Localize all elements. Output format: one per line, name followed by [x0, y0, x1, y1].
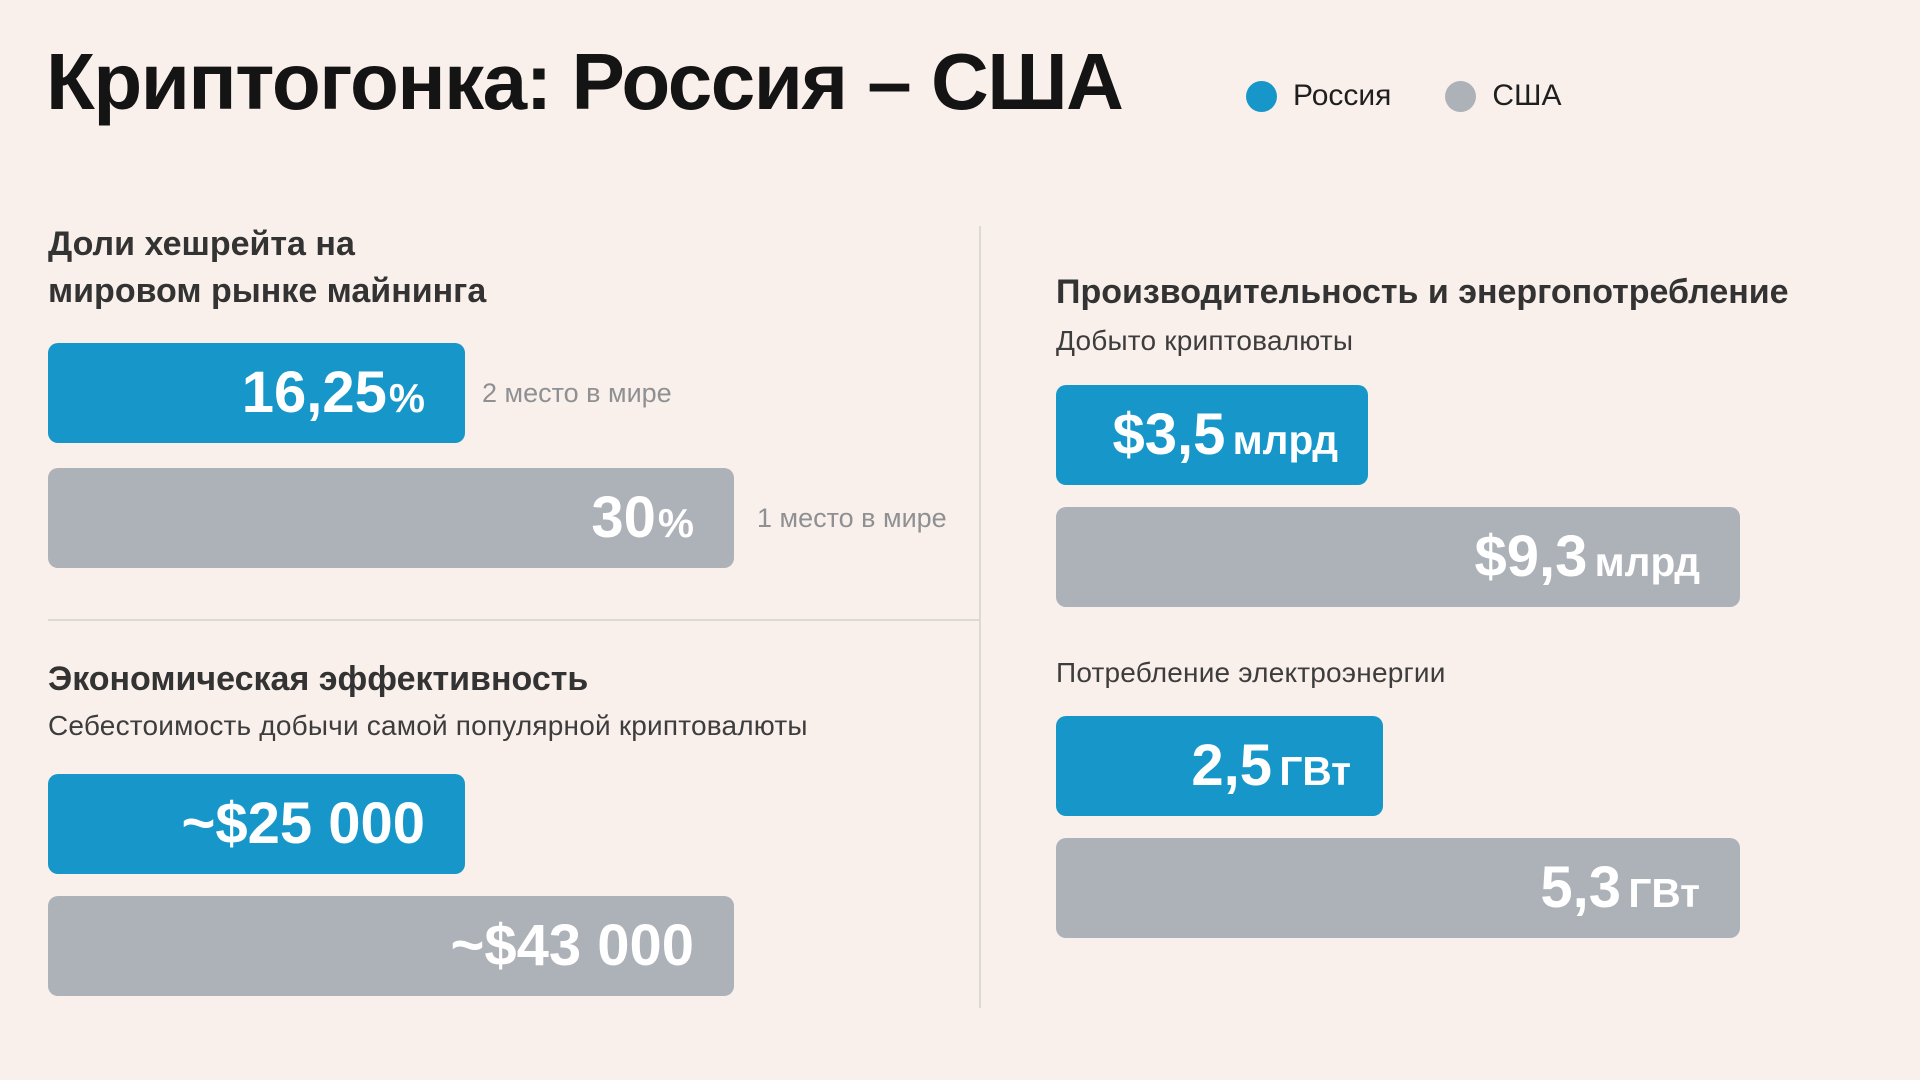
- legend-swatch-usa-icon: [1445, 80, 1477, 112]
- hashrate-bar-russia: 16,25%: [48, 343, 465, 443]
- hashrate-heading-line1: Доли хешрейта на: [48, 225, 355, 263]
- power-value-usa: 5,3: [1540, 855, 1622, 920]
- mined-bar-russia: $3,5 млрд: [1056, 385, 1368, 485]
- economy-bar-usa: ~$43 000: [48, 896, 734, 996]
- mined-unit-russia: млрд: [1232, 417, 1338, 463]
- hashrate-value-usa: 30: [591, 485, 656, 550]
- power-unit-usa: ГВт: [1628, 870, 1700, 916]
- power-value-russia: 2,5: [1191, 733, 1273, 798]
- hashrate-value-russia: 16,25: [241, 360, 387, 425]
- hashrate-note-usa: 1 место в мире: [757, 503, 947, 533]
- mined-unit-usa: млрд: [1594, 539, 1700, 585]
- power-unit-russia: ГВт: [1279, 748, 1351, 794]
- performance-section-heading: Производительность и энергопотребление: [1056, 273, 1789, 311]
- power-subtitle: Потребление электроэнергии: [1056, 657, 1446, 688]
- hashrate-unit-russia: %: [388, 375, 425, 421]
- mined-subtitle: Добыто криптовалюты: [1056, 325, 1354, 356]
- economy-section-heading: Экономическая эффективность: [48, 660, 589, 698]
- mined-value-russia: $3,5: [1112, 402, 1226, 467]
- hashrate-note-russia: 2 место в мире: [482, 378, 672, 408]
- hashrate-section-heading: Доли хешрейта на мировом рынке майнинга: [48, 221, 486, 315]
- power-bar-usa: 5,3 ГВт: [1056, 838, 1740, 938]
- horizontal-divider: [48, 619, 979, 621]
- mined-value-usa: $9,3: [1474, 524, 1588, 589]
- hashrate-bar-usa: 30%: [48, 468, 734, 568]
- economy-bar-russia: ~$25 000: [48, 774, 465, 874]
- hashrate-heading-line2: мировом рынке майнинга: [48, 272, 487, 310]
- legend-label-usa: США: [1492, 79, 1562, 112]
- power-bar-russia: 2,5 ГВт: [1056, 716, 1383, 816]
- economy-subtitle: Себестоимость добычи самой популярной кр…: [48, 710, 808, 741]
- economy-value-russia: ~$25 000: [181, 791, 425, 856]
- hashrate-unit-usa: %: [657, 500, 694, 546]
- economy-value-usa: ~$43 000: [450, 913, 694, 978]
- legend: Россия США: [1246, 78, 1562, 114]
- mined-bar-usa: $9,3 млрд: [1056, 507, 1740, 607]
- page-title: Криптогонка: Россия – США: [46, 37, 1124, 126]
- legend-swatch-russia-icon: [1246, 80, 1277, 112]
- legend-label-russia: Россия: [1293, 79, 1392, 112]
- vertical-divider: [979, 226, 981, 1008]
